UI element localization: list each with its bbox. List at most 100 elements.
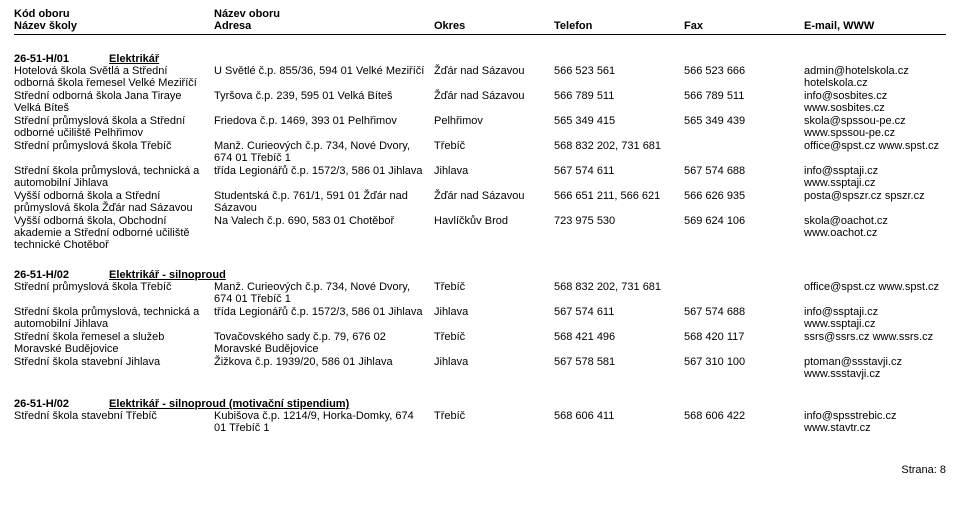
district: Třebíč xyxy=(434,281,554,293)
section-name: Elektrikář - silnoproud xyxy=(109,269,226,281)
school-name: Hotelová škola Světlá a Střední odborná … xyxy=(14,65,214,89)
phone: 568 421 496 xyxy=(554,331,684,343)
table-row: Střední průmyslová škola TřebíčManž. Cur… xyxy=(14,140,946,164)
email-www: ptoman@ssstavji.cz www.ssstavji.cz xyxy=(804,356,954,380)
hdr-nazev-skoly: Název školy xyxy=(14,20,214,32)
district: Třebíč xyxy=(434,331,554,343)
table-row: Střední průmyslová škola a Střední odbor… xyxy=(14,115,946,139)
fax: 565 349 439 xyxy=(684,115,804,127)
sections-container: 26-51-H/01 ElektrikářHotelová škola Světl… xyxy=(14,53,946,434)
district: Žďár nad Sázavou xyxy=(434,90,554,102)
address: Tyršova č.p. 239, 595 01 Velká Bíteš xyxy=(214,90,434,102)
section-code: 26-51-H/01 xyxy=(14,53,69,65)
table-row: Střední škola průmyslová, technická a au… xyxy=(14,306,946,330)
address: Žižkova č.p. 1939/20, 586 01 Jihlava xyxy=(214,356,434,368)
hdr-empty-6 xyxy=(804,8,954,20)
school-name: Střední průmyslová škola Třebíč xyxy=(14,140,214,152)
hdr-empty-5 xyxy=(684,8,804,20)
table-row: Střední průmyslová škola TřebíčManž. Cur… xyxy=(14,281,946,305)
table-row: Střední škola řemesel a služeb Moravské … xyxy=(14,331,946,355)
address: Tovačovského sady č.p. 79, 676 02 Moravs… xyxy=(214,331,434,355)
fax: 567 574 688 xyxy=(684,165,804,177)
district: Třebíč xyxy=(434,140,554,152)
address: Friedova č.p. 1469, 393 01 Pelhřimov xyxy=(214,115,434,127)
address: Manž. Curieových č.p. 734, Nové Dvory, 6… xyxy=(214,140,434,164)
district: Jihlava xyxy=(434,306,554,318)
page-number: Strana: 8 xyxy=(901,464,946,476)
table-row: Střední odborná škola Jana Tiraye Velká … xyxy=(14,90,946,114)
email-www: ssrs@ssrs.cz www.ssrs.cz xyxy=(804,331,954,343)
district: Jihlava xyxy=(434,165,554,177)
phone: 568 832 202, 731 681 xyxy=(554,281,684,293)
hdr-adresa: Adresa xyxy=(214,20,434,32)
section-header: 26-51-H/01 Elektrikář xyxy=(14,53,946,65)
section-name: Elektrikář - silnoproud (motivační stipe… xyxy=(109,398,349,410)
table-row: Hotelová škola Světlá a Střední odborná … xyxy=(14,65,946,89)
section-code: 26-51-H/02 xyxy=(14,269,69,281)
phone: 565 349 415 xyxy=(554,115,684,127)
phone: 566 523 561 xyxy=(554,65,684,77)
email-www: info@sosbites.cz www.sosbites.cz xyxy=(804,90,954,114)
hdr-kod: Kód oboru xyxy=(14,8,214,20)
school-name: Střední průmyslová škola a Střední odbor… xyxy=(14,115,214,139)
table-row: Střední škola stavební JihlavaŽižkova č.… xyxy=(14,356,946,380)
address: třída Legionářů č.p. 1572/3, 586 01 Jihl… xyxy=(214,165,434,177)
email-www: office@spst.cz www.spst.cz xyxy=(804,281,954,293)
phone: 723 975 530 xyxy=(554,215,684,227)
address: U Světlé č.p. 855/36, 594 01 Velké Meziř… xyxy=(214,65,434,77)
school-name: Vyšší odborná škola, Obchodní akademie a… xyxy=(14,215,214,251)
district: Třebíč xyxy=(434,410,554,422)
email-www: info@ssptaji.cz www.ssptaji.cz xyxy=(804,165,954,189)
fax: 567 310 100 xyxy=(684,356,804,368)
district: Jihlava xyxy=(434,356,554,368)
fax: 566 523 666 xyxy=(684,65,804,77)
address: Manž. Curieových č.p. 734, Nové Dvory, 6… xyxy=(214,281,434,305)
district: Žďár nad Sázavou xyxy=(434,190,554,202)
table-row: Střední škola stavební TřebíčKubišova č.… xyxy=(14,410,946,434)
email-www: office@spst.cz www.spst.cz xyxy=(804,140,954,152)
school-name: Střední škola průmyslová, technická a au… xyxy=(14,306,214,330)
phone: 567 574 611 xyxy=(554,165,684,177)
school-name: Vyšší odborná škola a Střední průmyslová… xyxy=(14,190,214,214)
hdr-email: E-mail, WWW xyxy=(804,20,954,32)
address: Na Valech č.p. 690, 583 01 Chotěboř xyxy=(214,215,434,227)
table-header-row1: Kód oboru Název oboru xyxy=(14,8,946,20)
hdr-nazev-oboru: Název oboru xyxy=(214,8,434,20)
phone: 566 651 211, 566 621 xyxy=(554,190,684,202)
school-name: Střední odborná škola Jana Tiraye Velká … xyxy=(14,90,214,114)
hdr-fax: Fax xyxy=(684,20,804,32)
hdr-empty-4 xyxy=(554,8,684,20)
section-name: Elektrikář xyxy=(109,53,159,65)
section-header: 26-51-H/02 Elektrikář - silnoproud (motiv… xyxy=(14,398,946,410)
address: Kubišova č.p. 1214/9, Horka-Domky, 674 0… xyxy=(214,410,434,434)
hdr-telefon: Telefon xyxy=(554,20,684,32)
phone: 567 578 581 xyxy=(554,356,684,368)
email-www: posta@spszr.cz spszr.cz xyxy=(804,190,954,202)
fax: 566 626 935 xyxy=(684,190,804,202)
fax: 569 624 106 xyxy=(684,215,804,227)
school-name: Střední škola stavební Třebíč xyxy=(14,410,214,422)
district: Havlíčkův Brod xyxy=(434,215,554,227)
fax: 566 789 511 xyxy=(684,90,804,102)
email-www: admin@hotelskola.cz hotelskola.cz xyxy=(804,65,954,89)
page-footer: Strana: 8 xyxy=(14,464,946,476)
section-header: 26-51-H/02 Elektrikář - silnoproud xyxy=(14,269,946,281)
section-code: 26-51-H/02 xyxy=(14,398,69,410)
school-name: Střední škola průmyslová, technická a au… xyxy=(14,165,214,189)
hdr-okres: Okres xyxy=(434,20,554,32)
address: třída Legionářů č.p. 1572/3, 586 01 Jihl… xyxy=(214,306,434,318)
hdr-empty-3 xyxy=(434,8,554,20)
fax: 568 606 422 xyxy=(684,410,804,422)
phone: 568 606 411 xyxy=(554,410,684,422)
table-row: Vyšší odborná škola, Obchodní akademie a… xyxy=(14,215,946,251)
email-www: info@ssptaji.cz www.ssptaji.cz xyxy=(804,306,954,330)
table-row: Vyšší odborná škola a Střední průmyslová… xyxy=(14,190,946,214)
email-www: info@spsstrebic.cz www.stavtr.cz xyxy=(804,410,954,434)
email-www: skola@oachot.cz www.oachot.cz xyxy=(804,215,954,239)
email-www: skola@spssou-pe.cz www.spssou-pe.cz xyxy=(804,115,954,139)
school-name: Střední škola řemesel a služeb Moravské … xyxy=(14,331,214,355)
phone: 566 789 511 xyxy=(554,90,684,102)
school-name: Střední průmyslová škola Třebíč xyxy=(14,281,214,293)
district: Pelhřimov xyxy=(434,115,554,127)
fax: 567 574 688 xyxy=(684,306,804,318)
